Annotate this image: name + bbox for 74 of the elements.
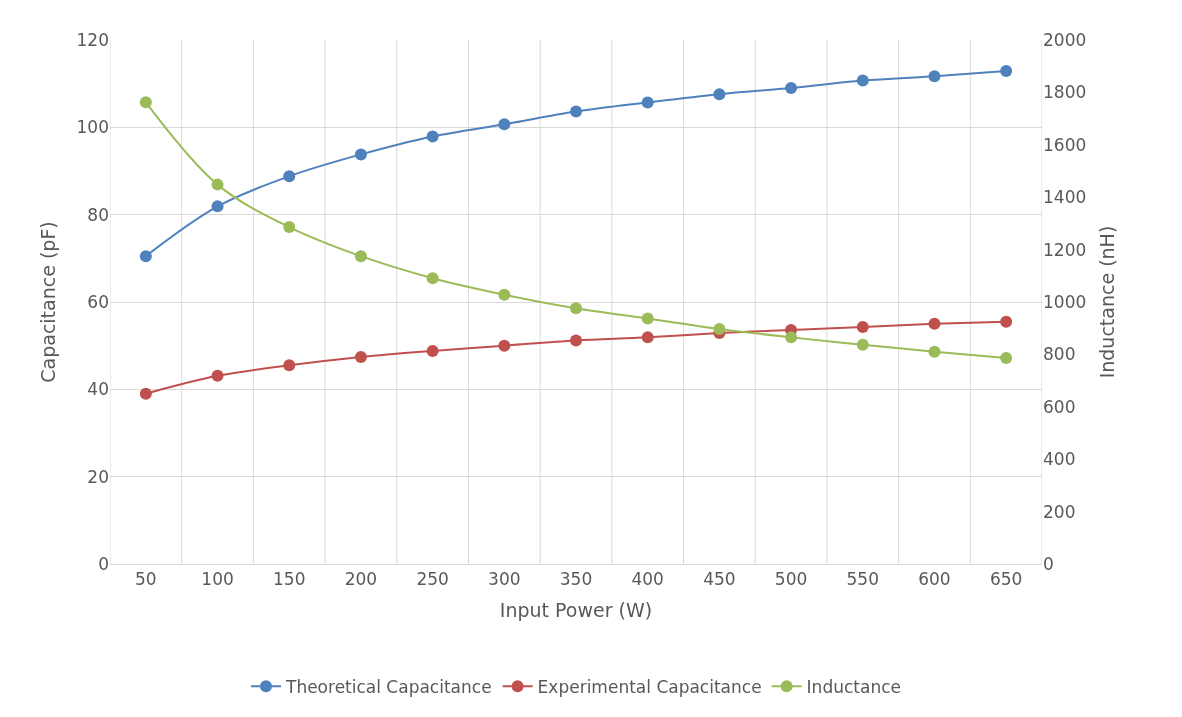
y2-tick-label: 1400	[1043, 187, 1087, 208]
point	[283, 170, 296, 183]
point	[641, 96, 654, 109]
point	[426, 130, 439, 143]
x-tick-label: 250	[416, 569, 449, 590]
point	[139, 96, 152, 109]
point	[354, 250, 367, 263]
point	[139, 387, 152, 400]
x-tick-label: 650	[989, 569, 1023, 590]
point	[498, 339, 511, 352]
point	[211, 369, 224, 382]
point	[426, 272, 439, 285]
point	[856, 320, 869, 333]
x-axis-title: Input Power (W)	[499, 599, 653, 622]
x-tick-label: 400	[631, 569, 664, 590]
point	[785, 82, 798, 95]
y2-tick-label: 800	[1043, 344, 1076, 365]
x-tick-label: 450	[703, 569, 736, 590]
point	[641, 331, 654, 344]
point	[283, 221, 296, 234]
y2-tick-label: 200	[1043, 501, 1076, 522]
point	[139, 250, 152, 263]
x-tick-label: 50	[135, 569, 157, 590]
point	[928, 70, 941, 83]
x-tick-label: 200	[344, 569, 378, 590]
x-tick-label: 500	[774, 569, 808, 590]
y-tick-label: 120	[76, 29, 109, 50]
y-tick-label: 40	[87, 379, 109, 400]
point	[856, 338, 869, 351]
point	[570, 334, 582, 347]
legend-label: Theoretical Capacitance	[285, 676, 492, 697]
point	[498, 288, 511, 301]
y-axis-title: Capacitance (pF)	[37, 221, 60, 383]
x-tick-label: 600	[918, 569, 951, 590]
point	[283, 359, 296, 372]
point	[928, 345, 941, 358]
legend-label: Inductance	[806, 676, 901, 697]
point	[641, 312, 654, 325]
y2-axis-title: Inductance (nH)	[1096, 225, 1119, 379]
y-tick-label: 60	[87, 291, 109, 312]
point	[211, 200, 224, 213]
point	[785, 331, 798, 344]
y2-tick-label: 2000	[1043, 29, 1087, 50]
x-tick-label: 150	[273, 569, 306, 590]
point	[570, 105, 582, 118]
x-tick-label: 350	[559, 569, 593, 590]
y-tick-label: 100	[76, 117, 109, 138]
y2-tick-label: 1800	[1043, 82, 1087, 103]
point	[498, 118, 511, 131]
y-tick-label: 80	[87, 204, 109, 225]
y2-tick-label: 1000	[1043, 291, 1087, 312]
x-tick-label: 100	[201, 569, 234, 590]
point	[928, 317, 941, 330]
point	[713, 322, 726, 335]
y2-tick-label: 400	[1043, 449, 1076, 470]
x-tick-label: 550	[846, 569, 879, 590]
point	[1000, 352, 1013, 365]
point	[1000, 65, 1013, 77]
point	[713, 88, 726, 101]
point	[856, 74, 869, 87]
y2-tick-label: 0	[1043, 553, 1054, 574]
y-tick-label: 20	[87, 466, 109, 487]
point	[354, 351, 367, 364]
point	[426, 344, 439, 357]
point	[211, 178, 224, 191]
y2-tick-label: 600	[1043, 396, 1076, 417]
point	[1000, 315, 1013, 328]
x-tick-label: 300	[488, 569, 521, 590]
y2-tick-label: 1600	[1043, 134, 1087, 155]
y-tick-label: 0	[98, 553, 109, 574]
point	[570, 302, 582, 315]
y2-tick-label: 1200	[1043, 239, 1087, 260]
legend-label: Experimental Capacitance	[537, 676, 762, 697]
point	[354, 148, 367, 161]
